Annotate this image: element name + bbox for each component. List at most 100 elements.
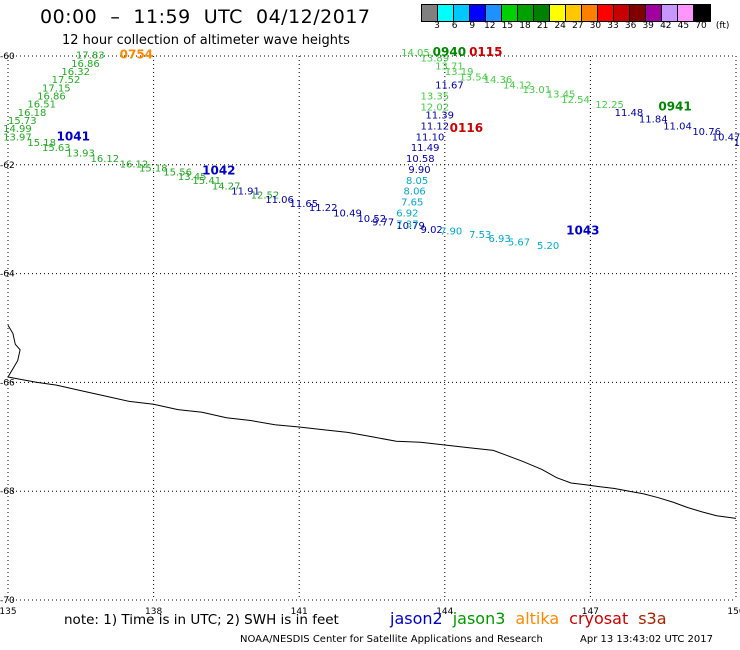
wave-height-label: 13.01	[522, 85, 551, 96]
pass-time-label: 0940	[433, 45, 466, 59]
color-swatch	[518, 5, 534, 21]
color-swatch	[454, 5, 470, 21]
wave-height-label: 10.52	[357, 214, 386, 225]
color-swatch	[566, 5, 582, 21]
wave-height-label: 11.04	[663, 121, 692, 132]
pass-time-label: 1042	[202, 164, 235, 178]
color-swatch	[486, 5, 502, 21]
wave-height-label: 17.52	[52, 75, 81, 86]
pass-time-label: 1041	[57, 129, 90, 143]
wave-height-label: 7.65	[401, 198, 423, 209]
wave-height-label: 11.10	[416, 132, 445, 143]
wave-height-label: 13.93	[66, 149, 95, 160]
color-swatch	[662, 5, 678, 21]
color-scale-bar	[421, 4, 711, 22]
color-scale-label: 12	[484, 21, 496, 31]
wave-height-label: 10.34	[734, 138, 740, 149]
color-swatch	[438, 5, 454, 21]
color-swatch	[694, 5, 710, 21]
wave-height-label: 11.91	[231, 187, 260, 198]
wave-height-label: 7.90	[440, 226, 462, 237]
wave-height-label: 16.12	[91, 154, 120, 165]
satellite-legend-item: altika	[515, 609, 560, 628]
color-scale-label: 6	[451, 21, 458, 31]
color-swatch	[502, 5, 518, 21]
lat-tick-label: -64	[0, 270, 15, 280]
wave-height-label: 7.37	[396, 219, 418, 230]
wave-height-label: 11.65	[289, 199, 318, 210]
wave-height-label: 15.18	[139, 163, 168, 174]
color-scale-label: 70	[695, 21, 707, 31]
wave-height-label: 5.67	[508, 237, 530, 248]
wave-height-label: 13.35	[421, 92, 450, 103]
wave-height-label: 9.02	[421, 225, 443, 236]
wave-height-label: 13.45	[178, 172, 207, 183]
pass-time-label: 0754	[120, 48, 153, 62]
lon-tick-label: 141	[291, 607, 308, 617]
lon-tick-label: 138	[145, 607, 162, 617]
wave-height-label: 16.86	[37, 92, 66, 103]
footnote: note: 1) Time is in UTC; 2) SWH is in fe…	[64, 612, 339, 628]
wave-height-label: 15.73	[8, 116, 37, 127]
satellite-legend-item: s3a	[638, 609, 667, 628]
lat-tick-label: -60	[0, 52, 15, 62]
wave-height-label: 11.22	[309, 203, 338, 214]
color-scale-label: 42	[660, 21, 672, 31]
wave-height-label: 14.05	[401, 48, 430, 59]
lat-tick-label: -62	[0, 161, 15, 171]
wave-height-label: 13.89	[421, 53, 450, 64]
wave-height-label: 12.54	[561, 95, 590, 106]
wave-height-label: 6.93	[488, 234, 510, 245]
wave-height-label: 15.18	[27, 138, 56, 149]
color-scale-label: 18	[519, 21, 531, 31]
lon-tick-label: 135	[0, 607, 17, 617]
generation-timestamp: Apr 13 13:43:02 UTC 2017	[580, 634, 713, 645]
wave-height-label: 17.15	[42, 83, 71, 94]
color-scale-label: 9	[469, 21, 476, 31]
wave-height-label: 14.36	[484, 75, 513, 86]
wave-height-label: 10.49	[333, 208, 362, 219]
pass-time-label: 0941	[658, 99, 691, 113]
map-subtitle: 12 hour collection of altimeter wave hei…	[62, 33, 350, 48]
wave-height-label: 13.19	[445, 67, 474, 78]
antarctic-coastline	[7, 325, 737, 519]
wave-height-label: 10.58	[406, 154, 435, 165]
color-scale-label: 30	[589, 21, 602, 31]
wave-height-label: 11.49	[411, 143, 440, 154]
wave-height-label: 16.86	[71, 59, 100, 70]
wave-height-label: 8.05	[406, 176, 428, 187]
wave-height-label: 11.39	[425, 111, 454, 122]
wave-height-label: 13.97	[3, 132, 32, 143]
wave-height-label: 9.90	[408, 165, 430, 176]
wave-height-label: 10.79	[396, 221, 425, 232]
satellite-legend: jason2 jason3 altika cryosat s3a	[390, 609, 677, 628]
wave-height-label: 11.06	[265, 195, 294, 206]
wave-height-label: 16.12	[120, 160, 149, 171]
wave-height-label: 6.92	[396, 208, 418, 219]
wave-height-label: 9.77	[372, 218, 394, 229]
wave-height-label: 5.20	[537, 241, 559, 252]
color-scale-label: 21	[536, 21, 549, 31]
satellite-legend-item: jason2	[390, 609, 443, 628]
color-swatch	[678, 5, 694, 21]
wave-height-label: 10.76	[692, 127, 721, 138]
lon-tick-label: 150	[727, 607, 740, 617]
wave-height-label: 12.02	[421, 102, 450, 113]
wave-height-label: 11.84	[639, 114, 668, 125]
wave-height-label: 13.45	[547, 89, 576, 100]
lon-tick-label: 147	[582, 607, 599, 617]
map-title: 00:00 – 11:59 UTC 04/12/2017	[40, 6, 371, 28]
color-swatch	[534, 5, 550, 21]
color-scale-label: 36	[624, 21, 637, 31]
pass-time-label: 1043	[566, 223, 599, 237]
wave-height-label: 15.56	[163, 168, 192, 179]
color-swatch	[422, 5, 438, 21]
color-swatch	[646, 5, 662, 21]
wave-height-label: 13.71	[435, 62, 464, 73]
color-swatch	[550, 5, 566, 21]
wave-height-label: 13.54	[459, 72, 488, 83]
color-scale-label: 15	[501, 21, 514, 31]
color-swatch	[614, 5, 630, 21]
color-scale-label: 24	[554, 21, 566, 31]
